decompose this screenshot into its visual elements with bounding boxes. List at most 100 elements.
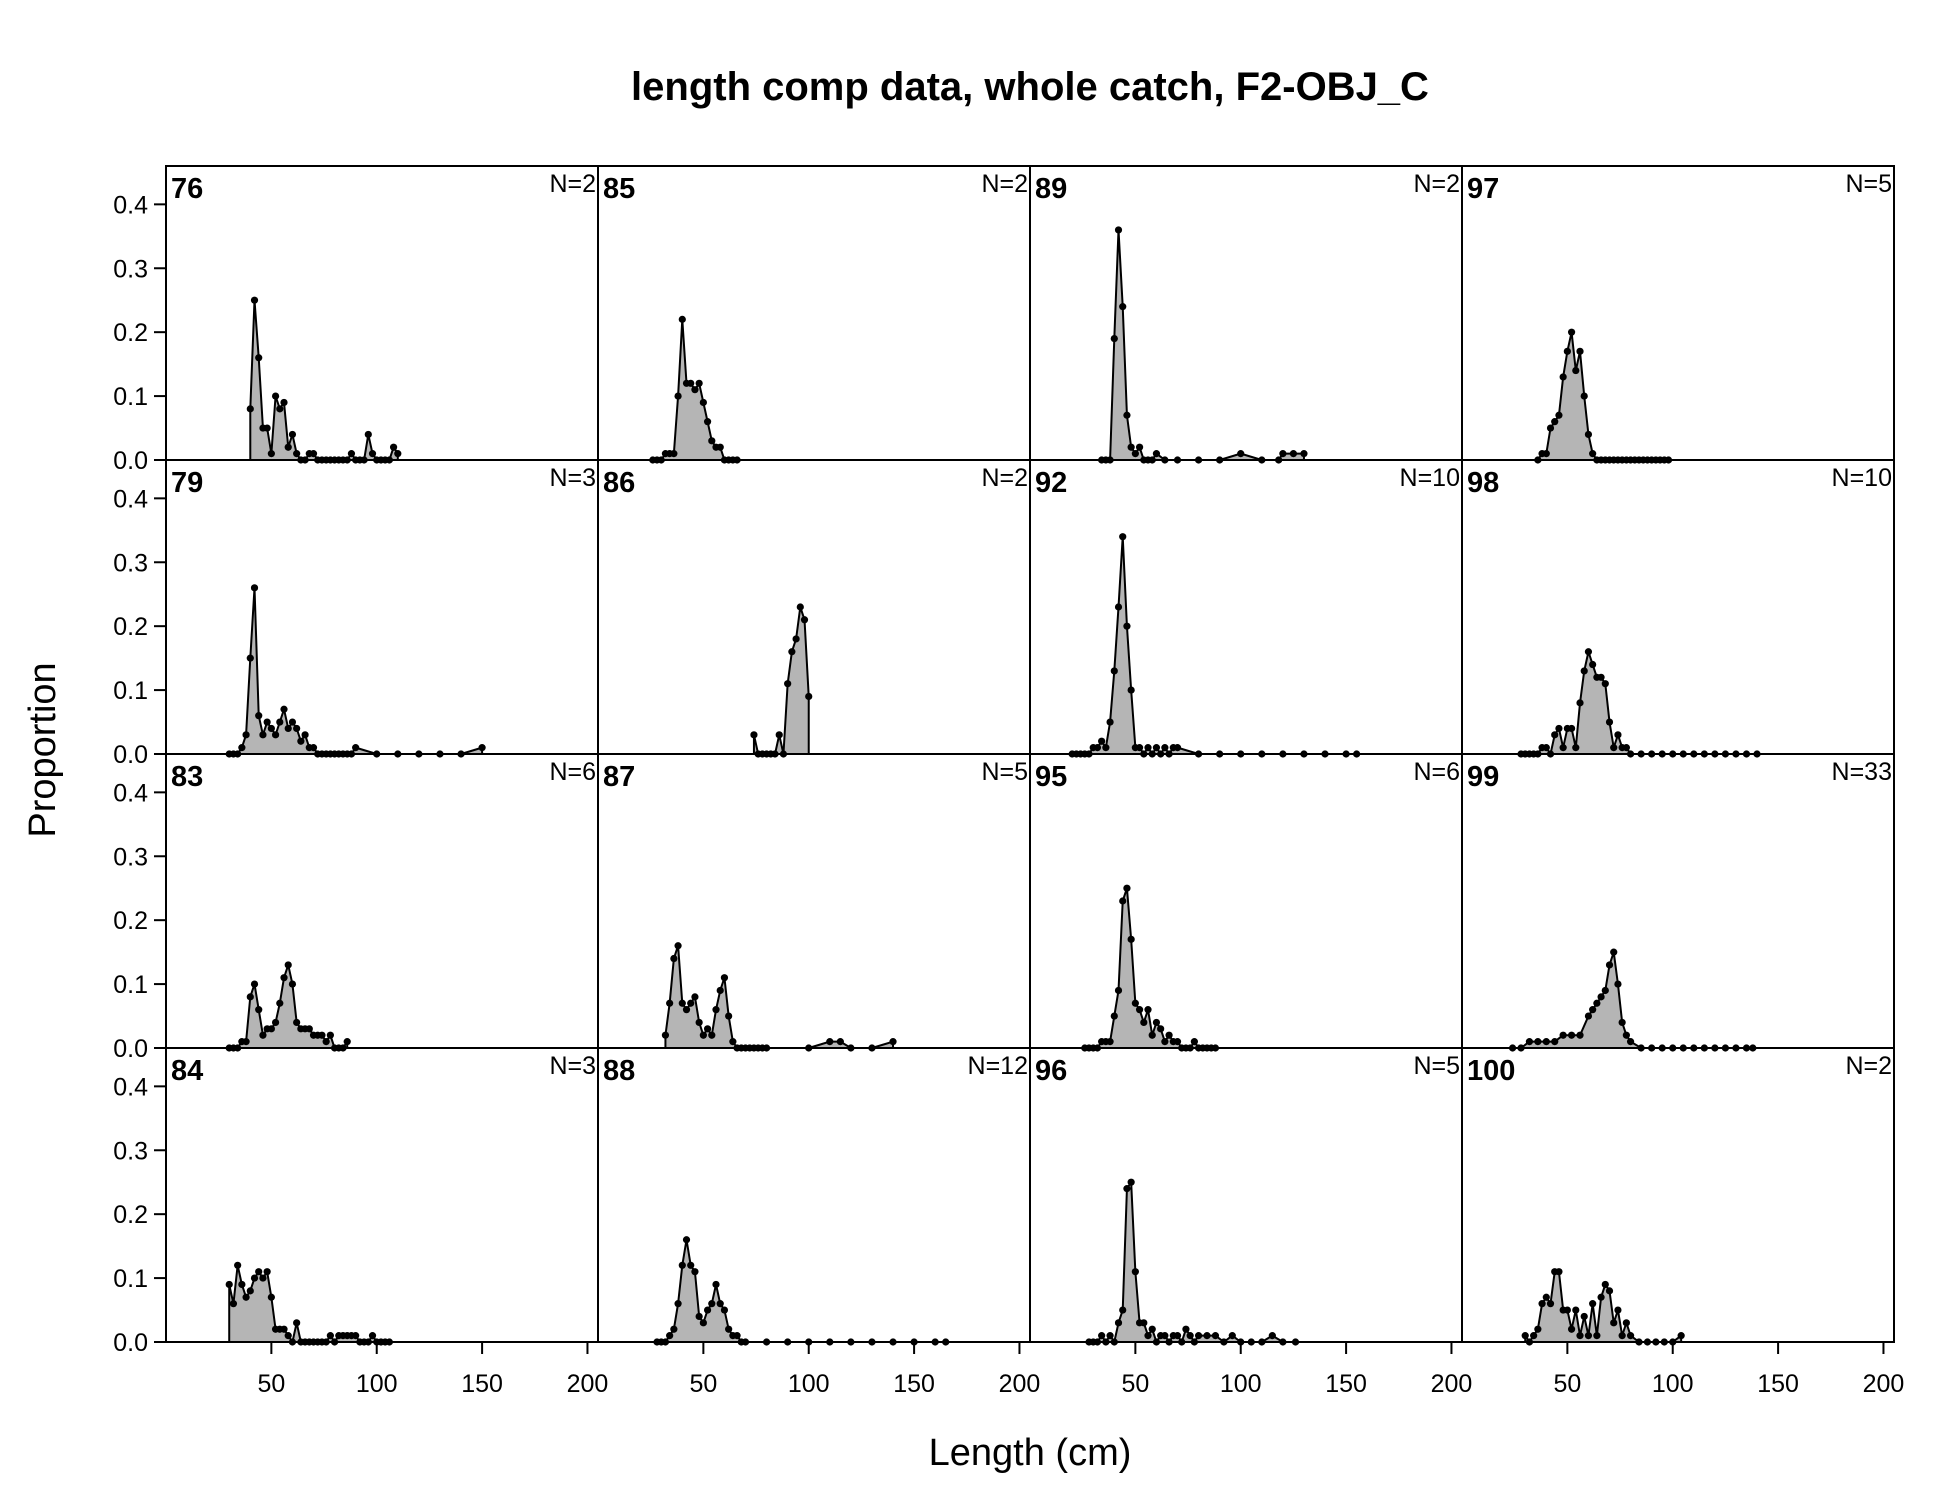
panel-n-label: N=10	[1400, 464, 1460, 492]
panel-year-label: 88	[603, 1055, 635, 1087]
data-point	[271, 392, 280, 400]
data-point	[1131, 1268, 1139, 1276]
data-point	[263, 1268, 271, 1276]
data-point	[708, 1300, 716, 1308]
data-point	[1580, 667, 1588, 675]
panel-frame	[165, 459, 599, 755]
data-point	[750, 731, 758, 739]
panel-n-label: N=6	[549, 758, 596, 786]
data-point	[1203, 1332, 1211, 1340]
data-point	[1551, 1038, 1559, 1046]
y-tick-label: 0.4	[113, 191, 148, 219]
panel-year-label: 97	[1467, 173, 1499, 205]
x-tick-label: 200	[1863, 1370, 1905, 1398]
panel-n-label: N=5	[1413, 1052, 1460, 1080]
panel-95: 95 N=6	[1029, 753, 1463, 1052]
data-point	[225, 1280, 233, 1289]
x-tick-label: 150	[893, 1370, 935, 1398]
data-point	[1186, 1332, 1194, 1340]
x-tick-label: 100	[356, 1370, 398, 1398]
panel-n-label: N=3	[549, 1052, 596, 1080]
data-point	[1605, 1287, 1614, 1295]
data-point	[889, 1038, 897, 1046]
data-point	[288, 430, 297, 439]
panel-frame	[165, 165, 599, 461]
panel-n-label: N=2	[1845, 1052, 1892, 1080]
data-point	[796, 603, 804, 611]
data-point	[800, 616, 809, 624]
panel-year-label: 95	[1035, 761, 1067, 793]
data-point	[1584, 1012, 1593, 1020]
data-point	[1123, 884, 1131, 892]
data-point	[284, 961, 292, 969]
data-point	[280, 398, 288, 407]
data-point	[826, 1038, 834, 1046]
data-point	[1106, 1038, 1114, 1046]
y-tick-label: 0.1	[113, 677, 148, 705]
data-point	[1601, 986, 1609, 995]
data-point	[326, 1332, 334, 1340]
data-point	[242, 731, 250, 739]
data-point	[1563, 347, 1571, 355]
data-point	[1119, 897, 1127, 905]
data-point	[674, 1300, 682, 1308]
data-point	[712, 1280, 720, 1289]
panel-88: 88 N=12 50 100 150 200	[597, 1047, 1040, 1398]
data-point	[720, 1306, 729, 1314]
data-point	[1123, 411, 1131, 419]
panel-n-label: N=5	[1845, 170, 1892, 198]
data-point	[1572, 1306, 1580, 1314]
x-tick-label: 100	[788, 1370, 830, 1398]
data-point	[305, 1025, 313, 1033]
x-tick-label: 50	[689, 1370, 717, 1398]
data-point	[678, 999, 686, 1007]
data-point	[687, 1261, 695, 1269]
data-point	[1605, 961, 1614, 969]
panel-n-label: N=2	[549, 170, 596, 198]
panel-year-label: 83	[171, 761, 203, 793]
panel-year-label: 100	[1467, 1055, 1515, 1087]
data-point	[284, 724, 292, 733]
data-point	[1584, 648, 1593, 656]
panel-100: 100 N=2 50 100 150 200	[1461, 1047, 1905, 1398]
data-point	[280, 974, 288, 982]
data-point	[1119, 533, 1127, 541]
panel-n-label: N=33	[1832, 758, 1892, 786]
data-point	[322, 1038, 330, 1046]
data-point	[288, 980, 297, 988]
data-point	[1677, 1332, 1685, 1340]
data-point	[246, 993, 254, 1001]
panel-year-label: 96	[1035, 1055, 1067, 1087]
panel-year-label: 76	[171, 173, 203, 205]
data-point	[1618, 1018, 1626, 1027]
y-tick-label: 0.2	[113, 907, 148, 935]
data-point	[255, 1006, 263, 1014]
data-point	[788, 648, 796, 656]
data-point	[1605, 718, 1614, 726]
panel-98: 98 N=10	[1461, 459, 1895, 758]
data-point	[1593, 999, 1601, 1007]
panel-87: 87 N=5	[597, 753, 1031, 1052]
data-point	[1555, 724, 1563, 733]
data-point	[1279, 450, 1287, 458]
data-point	[1534, 1038, 1542, 1046]
data-point	[703, 1306, 712, 1314]
data-point	[280, 705, 288, 713]
panel-96: 96 N=5 50 100 150 200	[1029, 1047, 1472, 1398]
data-point	[1576, 699, 1584, 707]
x-tick-label: 150	[461, 1370, 503, 1398]
x-tick-label: 50	[257, 1370, 285, 1398]
data-point	[805, 692, 813, 701]
data-point	[1173, 1038, 1182, 1046]
panel-frame	[1029, 165, 1463, 461]
panel-frame	[1461, 753, 1895, 1049]
data-point	[1102, 744, 1110, 752]
data-point	[259, 1274, 267, 1282]
y-tick-label: 0.1	[113, 1265, 148, 1293]
data-point	[784, 680, 792, 688]
data-point	[670, 450, 678, 458]
data-point	[1546, 1300, 1555, 1308]
data-point	[1614, 980, 1622, 988]
data-point	[1542, 450, 1550, 458]
